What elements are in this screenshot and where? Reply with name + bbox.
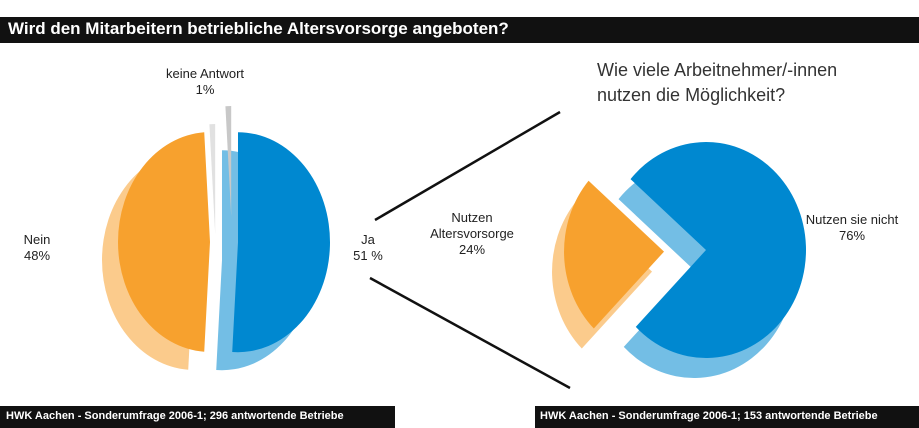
- connector: [374, 110, 561, 222]
- slice-label: keine Antwort: [165, 66, 245, 81]
- slice-value: 1%: [195, 82, 215, 97]
- slice-label: Ja: [361, 232, 375, 247]
- footer-bar: [535, 406, 919, 428]
- slice: [564, 180, 665, 329]
- footer-bar: [0, 406, 395, 428]
- slice-value: 48%: [23, 248, 51, 263]
- source: HWK Aachen - Sonderumfrage 2006-1; 153 a…: [540, 410, 878, 422]
- slice-label: Nein: [23, 232, 51, 247]
- slice: [630, 141, 807, 359]
- slice-value: 76%: [838, 228, 866, 243]
- source: HWK Aachen - Sonderumfrage 2006-1; 296 a…: [6, 410, 344, 422]
- chart-subtitle: Wie viele Arbeitnehmer/-innen nutzen die…: [597, 60, 838, 105]
- title-bar: [0, 17, 919, 43]
- slice: [232, 132, 330, 353]
- connector: [369, 276, 571, 390]
- slice: [118, 132, 210, 352]
- slice-value: 24%: [458, 242, 486, 257]
- slice-label: Nutzen Altersvorsorge: [430, 210, 514, 241]
- slice-value: 51 %: [353, 248, 383, 263]
- slice: [225, 106, 232, 217]
- chart-title: Wird den Mitarbeitern betriebliche Alter…: [8, 19, 509, 38]
- slice-label: Nutzen sie nicht: [805, 212, 899, 227]
- slice-side: [209, 124, 216, 235]
